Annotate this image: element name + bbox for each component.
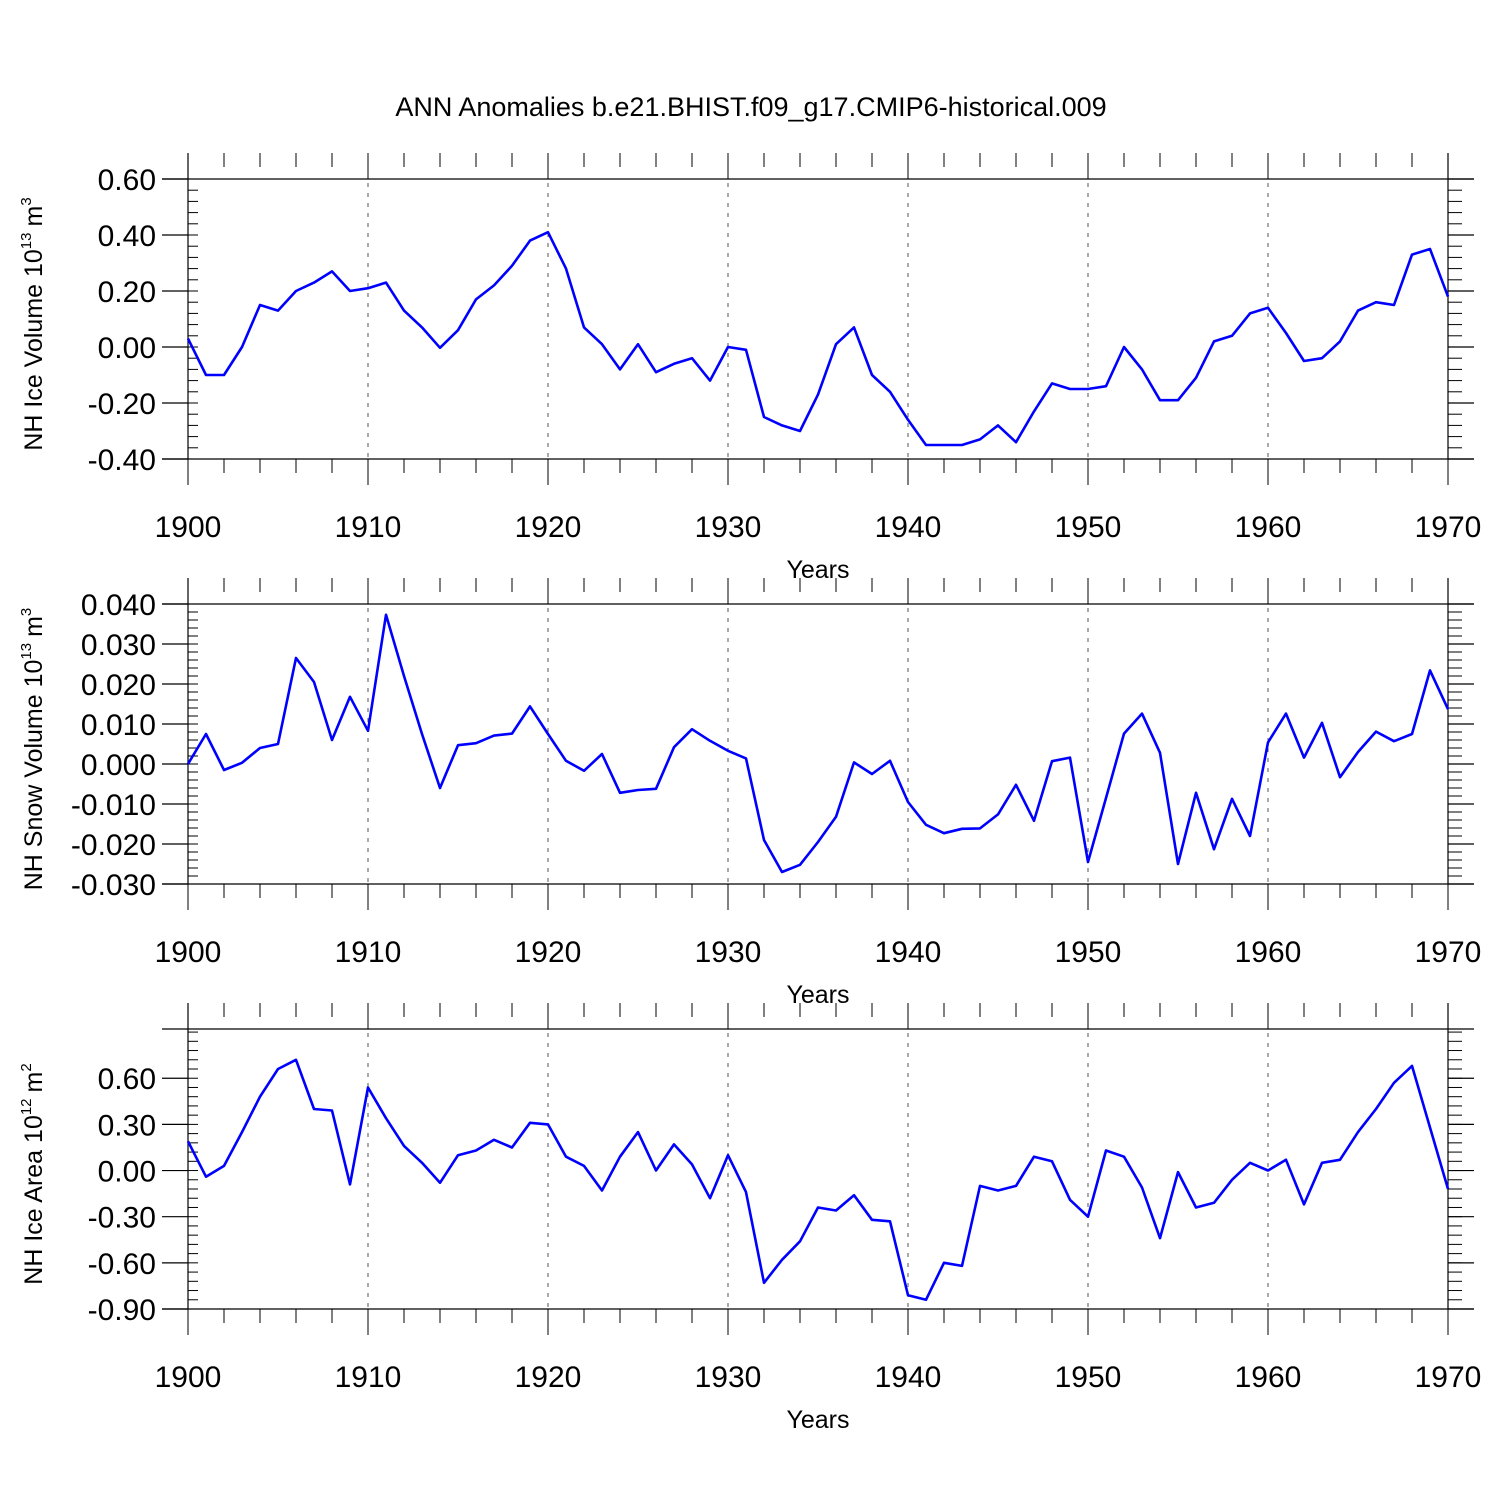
x-tick-label: 1910	[335, 1361, 402, 1394]
x-tick-label: 1900	[155, 511, 222, 544]
panel-3: -0.90 -0.60 -0.30 0.00 0.30 0.60 1900 1910 1920 1…	[18, 1003, 1481, 1434]
x-tick-label: 1940	[875, 511, 942, 544]
series-points	[187, 232, 1449, 446]
y-axis-title-unit-exponent: 3	[18, 197, 35, 205]
x-tick-label: 1970	[1415, 1361, 1482, 1394]
x-tick-label: 1910	[335, 511, 402, 544]
y-tick-label: -0.020	[71, 829, 156, 862]
y-tick-label: 0.40	[98, 220, 156, 253]
x-axis-title: Years	[786, 981, 849, 1009]
y-tick-label: -0.90	[88, 1294, 156, 1327]
figure-title: ANN Anomalies b.e21.BHIST.f09_g17.CMIP6-…	[395, 92, 1106, 122]
y-axis-title-unit: m	[20, 1072, 48, 1093]
y-axis-title-unit: m	[20, 616, 48, 637]
x-tick-label: 1960	[1235, 1361, 1302, 1394]
y-tick-label: -0.030	[71, 869, 156, 902]
x-tick-label: 1970	[1415, 511, 1482, 544]
series-points	[187, 614, 1449, 873]
y-axis-title-main: NH Snow Volume 10	[20, 660, 48, 891]
x-axis-title: Years	[786, 556, 849, 584]
x-tick-label: 1960	[1235, 936, 1302, 969]
y-tick-label: 0.60	[98, 1063, 156, 1096]
y-tick-label: -0.30	[88, 1202, 156, 1235]
y-tick-label: 0.20	[98, 276, 156, 309]
y-axis-title-main: NH Ice Volume 10	[20, 249, 48, 451]
y-tick-label: 0.020	[81, 669, 156, 702]
y-axis-title: NH Snow Volume 1013 m3	[18, 608, 48, 891]
y-tick-label: -0.010	[71, 789, 156, 822]
x-tick-label: 1920	[515, 1361, 582, 1394]
panels: -0.40 -0.20 0.00 0.20 0.40 0.60 1900 1910 1920 19…	[18, 153, 1481, 1434]
y-axis-title-exponent: 12	[18, 1098, 35, 1115]
series-points	[187, 1059, 1449, 1300]
y-tick-label: -0.60	[88, 1248, 156, 1281]
y-tick-label: -0.20	[88, 388, 156, 421]
y-tick-label: 0.010	[81, 709, 156, 742]
x-tick-label: 1950	[1055, 936, 1122, 969]
y-tick-label: -0.40	[88, 444, 156, 477]
series-line	[186, 1058, 1450, 1302]
x-tick-label: 1930	[695, 936, 762, 969]
x-axis-title: Years	[786, 1406, 849, 1434]
x-tick-label: 1900	[155, 936, 222, 969]
x-tick-label: 1910	[335, 936, 402, 969]
x-tick-label: 1930	[695, 511, 762, 544]
x-tick-label: 1940	[875, 936, 942, 969]
y-axis-title-unit-exponent: 2	[18, 1063, 35, 1071]
y-tick-label: 0.040	[81, 589, 156, 622]
y-axis-title: NH Ice Area 1012 m2	[18, 1063, 48, 1284]
y-tick-label: 0.00	[98, 1156, 156, 1189]
y-tick-label: 0.30	[98, 1109, 156, 1142]
x-tick-label: 1940	[875, 1361, 942, 1394]
panel-1: -0.40 -0.20 0.00 0.20 0.40 0.60 1900 1910 1920 19…	[18, 153, 1481, 584]
x-tick-label: 1950	[1055, 1361, 1122, 1394]
x-tick-label: 1950	[1055, 511, 1122, 544]
panel-2: -0.030 -0.020 -0.010 0.000 0.010 0.020 0.030 0.…	[18, 578, 1481, 1009]
y-axis-title-main: NH Ice Area 10	[20, 1115, 48, 1285]
y-tick-label: 0.000	[81, 749, 156, 782]
x-tick-label: 1900	[155, 1361, 222, 1394]
y-tick-label: 0.030	[81, 629, 156, 662]
x-tick-label: 1960	[1235, 511, 1302, 544]
y-tick-label: 0.60	[98, 164, 156, 197]
y-tick-label: 0.00	[98, 332, 156, 365]
y-axis-title-exponent: 13	[18, 232, 35, 249]
x-tick-label: 1920	[515, 511, 582, 544]
y-axis-title-unit-exponent: 3	[18, 608, 35, 616]
x-tick-label: 1930	[695, 1361, 762, 1394]
x-tick-label: 1920	[515, 936, 582, 969]
y-axis-title: NH Ice Volume 1013 m3	[18, 197, 48, 450]
y-axis-title-unit: m	[20, 206, 48, 227]
x-tick-label: 1970	[1415, 936, 1482, 969]
y-axis-title-exponent: 13	[18, 643, 35, 660]
